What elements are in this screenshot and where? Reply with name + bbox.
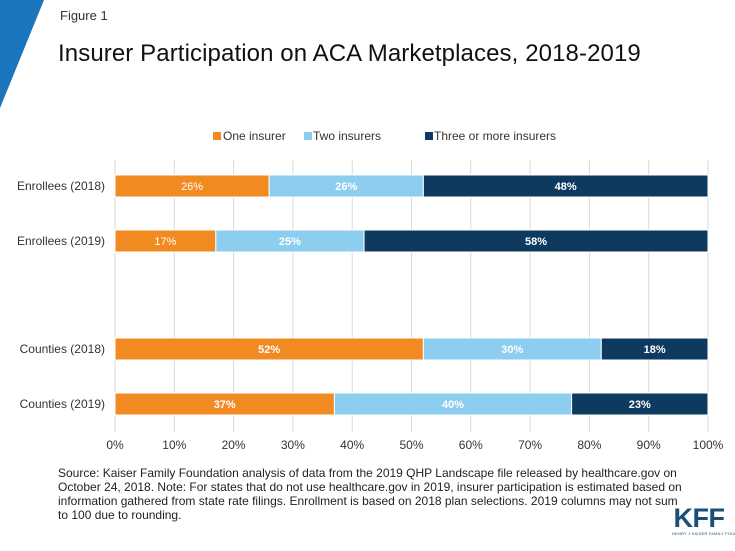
data-label: 26% <box>181 181 203 193</box>
category-label: Enrollees (2019) <box>17 234 105 248</box>
data-label: 37% <box>214 399 236 411</box>
data-label: 23% <box>629 399 651 411</box>
category-label: Counties (2018) <box>20 342 105 356</box>
data-label: 18% <box>644 344 666 356</box>
corner-triangle-shape <box>0 0 44 108</box>
logo-wordmark: KFF <box>673 503 725 533</box>
x-tick-label: 20% <box>222 438 246 452</box>
x-axis-tick-labels: 0% 10% 20% 30% 40% 50% 60% 70% 80% 90% 100% <box>106 438 723 452</box>
data-label: 58% <box>525 236 547 248</box>
x-tick-label: 50% <box>399 438 423 452</box>
x-tick-label: 90% <box>637 438 661 452</box>
x-tick-label: 100% <box>693 438 724 452</box>
x-tick-label: 0% <box>106 438 124 452</box>
legend-swatch <box>425 132 433 140</box>
category-label: Enrollees (2018) <box>17 179 105 193</box>
x-tick-label: 40% <box>340 438 364 452</box>
legend-swatch <box>213 132 221 140</box>
x-tick-label: 30% <box>281 438 305 452</box>
bar-segment <box>422 174 709 198</box>
data-label: 26% <box>335 181 357 193</box>
x-tick-label: 80% <box>577 438 601 452</box>
legend-label: Three or more insurers <box>434 129 556 143</box>
x-tick-label: 10% <box>162 438 186 452</box>
data-label: 48% <box>555 181 577 193</box>
stacked-bar-chart: One insurer Two insurers Three or more ins… <box>17 129 724 452</box>
data-label: 52% <box>258 344 280 356</box>
x-tick-label: 60% <box>459 438 483 452</box>
kff-logo: KFF HENRY J KAISER FAMILY FOUNDATION <box>672 503 735 537</box>
source-note: Source: Kaiser Family Foundation analysi… <box>58 466 682 522</box>
logo-subtitle: HENRY J KAISER FAMILY FOUNDATION <box>672 531 735 536</box>
legend-label: One insurer <box>223 129 286 143</box>
chart-bars: 26% 26% 48% 17% 25% 58% 52% 30% 18% 37% 40% 23% <box>114 174 709 416</box>
corner-accent-triangle <box>0 0 44 108</box>
figure-label: Figure 1 <box>60 8 108 23</box>
bar-segment <box>600 337 709 361</box>
bar-segment <box>571 392 709 416</box>
legend-label: Two insurers <box>313 129 381 143</box>
chart-gridlines <box>114 160 709 432</box>
bar-segment <box>363 229 709 253</box>
data-label: 40% <box>442 399 464 411</box>
chart-title: Insurer Participation on ACA Marketplace… <box>58 40 641 67</box>
data-label: 17% <box>154 236 176 248</box>
data-label: 25% <box>279 236 301 248</box>
category-label: Counties (2019) <box>20 397 105 411</box>
x-tick-label: 70% <box>518 438 542 452</box>
category-labels: Enrollees (2018) Enrollees (2019) Counties… <box>17 179 105 411</box>
chart-legend: One insurer Two insurers Three or more ins… <box>213 129 556 143</box>
legend-swatch <box>304 132 312 140</box>
data-label: 30% <box>501 344 523 356</box>
